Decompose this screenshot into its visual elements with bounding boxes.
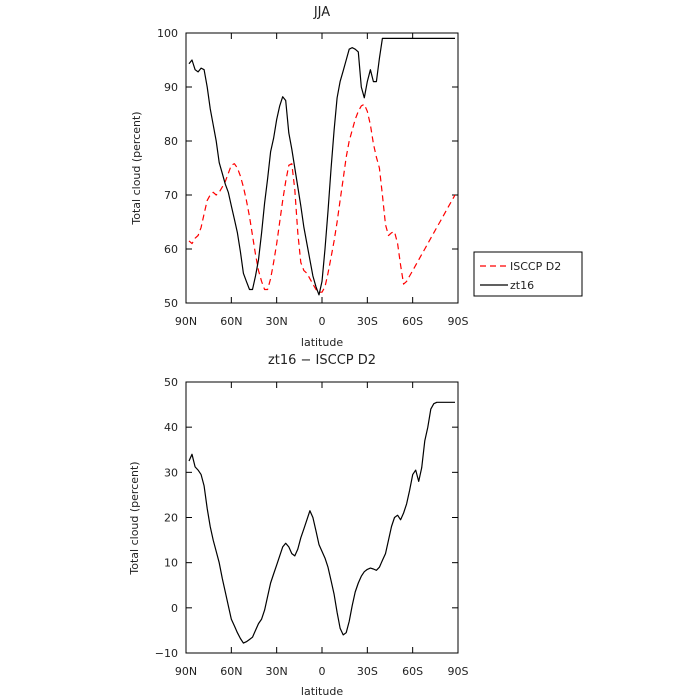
y-tick-label: 0 (171, 602, 178, 615)
bottom-chart-title: zt16 − ISCCP D2 (268, 353, 376, 368)
top-panel: JJA Total cloud (percent) latitude 90N 60… (130, 5, 583, 349)
x-tick-label: 30N (266, 315, 288, 328)
x-tick-label: 60N (220, 315, 242, 328)
x-tick-label: 90N (175, 315, 197, 328)
top-y-axis-label: Total cloud (percent) (130, 111, 143, 225)
x-tick-label: 30S (357, 665, 378, 678)
top-series-group (188, 37, 456, 296)
top-x-axis-label: latitude (301, 336, 343, 349)
x-tick-label: 30N (266, 665, 288, 678)
y-tick-label: 50 (164, 376, 178, 389)
y-tick-label: 90 (164, 81, 178, 94)
bottom-x-axis-label: latitude (301, 685, 343, 698)
y-tick-label: 10 (164, 557, 178, 570)
y-tick-label: 70 (164, 189, 178, 202)
x-tick-label: 30S (357, 315, 378, 328)
y-tick-label: 30 (164, 466, 178, 479)
isccp-d2-series-line (188, 103, 456, 293)
top-chart-title: JJA (313, 5, 330, 20)
legend-label-isccp: ISCCP D2 (510, 260, 561, 273)
y-tick-label: 80 (164, 135, 178, 148)
y-tick-label: 20 (164, 512, 178, 525)
x-tick-label: 0 (319, 665, 326, 678)
x-tick-label: 60S (402, 315, 423, 328)
legend-label-zt16: zt16 (510, 279, 534, 292)
y-tick-label: 40 (164, 421, 178, 434)
legend-box (473, 251, 583, 297)
x-tick-label: 60S (402, 665, 423, 678)
bottom-series-group (188, 401, 455, 644)
x-tick-label: 0 (319, 315, 326, 328)
bottom-plot-frame (185, 381, 459, 654)
bottom-y-axis-label: Total cloud (percent) (128, 461, 141, 575)
bottom-axis-ticks: 90N 60N 30N 0 30S 60S 90S −10 0 10 20 30 40 50 (155, 376, 469, 678)
x-tick-label: 60N (220, 665, 242, 678)
y-tick-label: 50 (164, 297, 178, 310)
zt16-series-line (188, 37, 455, 296)
bottom-panel: zt16 − ISCCP D2 Total cloud (percent) la… (128, 353, 469, 698)
top-legend: ISCCP D2 zt16 (473, 251, 583, 297)
y-tick-label: −10 (155, 647, 178, 660)
x-tick-label: 90N (175, 665, 197, 678)
x-tick-label: 90S (448, 665, 469, 678)
y-tick-label: 60 (164, 243, 178, 256)
difference-series-line (188, 401, 455, 644)
top-axis-ticks: 90N 60N 30N 0 30S 60S 90S 50 60 70 80 90 100 (157, 27, 469, 328)
top-plot-frame (185, 32, 459, 304)
x-tick-label: 90S (448, 315, 469, 328)
y-tick-label: 100 (157, 27, 178, 40)
